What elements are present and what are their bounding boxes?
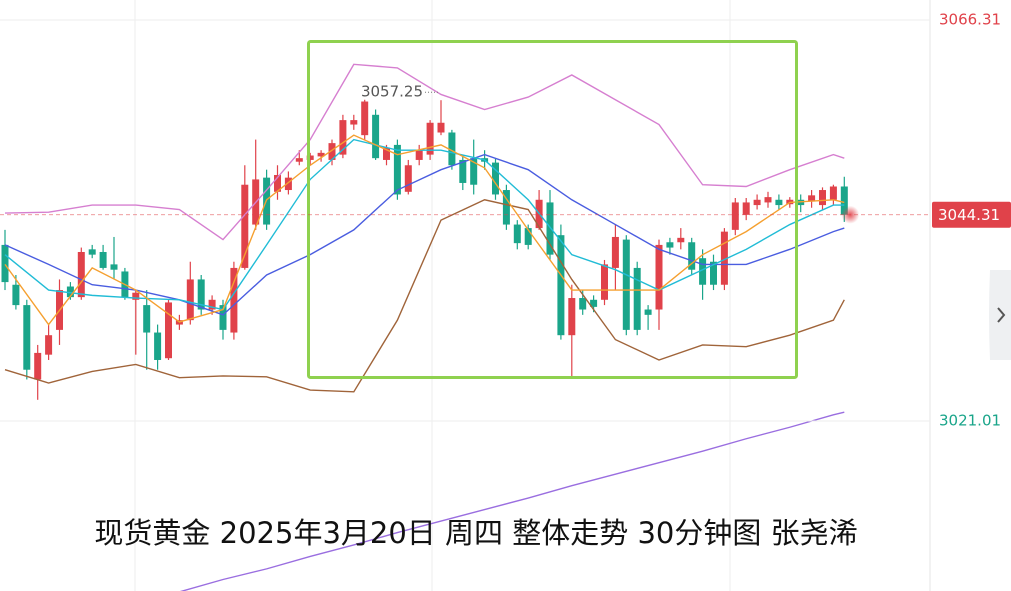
candle-body xyxy=(622,239,630,330)
indicator-line xyxy=(4,138,845,311)
plot xyxy=(1,63,848,591)
candle-body xyxy=(77,251,85,298)
candle-body xyxy=(502,190,510,225)
last-price-box xyxy=(932,201,1011,228)
indicator-line xyxy=(4,199,845,393)
candle-body xyxy=(764,197,772,203)
candle-body xyxy=(666,242,674,248)
candle-body xyxy=(154,332,162,360)
candle-body xyxy=(677,237,685,243)
candle-body xyxy=(23,305,31,370)
side-button[interactable] xyxy=(989,270,1011,360)
candle-body xyxy=(208,299,216,310)
candle-body xyxy=(328,143,336,160)
candle-body xyxy=(295,158,303,162)
candle-body xyxy=(819,190,826,206)
candle-body xyxy=(415,150,423,160)
candle-body xyxy=(579,298,587,310)
candle-body xyxy=(34,352,42,380)
candle-body xyxy=(317,152,325,157)
candle-body xyxy=(448,132,456,166)
candle-body xyxy=(524,228,532,245)
last-price-dot xyxy=(841,205,860,224)
candle-body xyxy=(306,155,314,160)
candle-body xyxy=(110,264,118,270)
y-tick-label: 3021.01 xyxy=(939,411,1001,429)
y-tick-label: 3066.31 xyxy=(939,11,1001,29)
highlight-box xyxy=(307,40,798,379)
side-button-icon[interactable] xyxy=(997,307,1006,323)
candle-body xyxy=(12,284,20,306)
indicator-line xyxy=(4,134,845,326)
candle-body xyxy=(459,159,467,183)
candle-body xyxy=(350,120,358,125)
candle-body xyxy=(186,279,194,321)
candle-body xyxy=(808,195,816,202)
candle-body xyxy=(513,224,521,244)
candle-body xyxy=(241,184,249,268)
candle-body xyxy=(99,251,107,268)
candle-body xyxy=(197,279,205,310)
caption: 现货黄金 2025年3月20日 周四 整体走势 30分钟图 张尧浠 xyxy=(94,516,857,550)
candle-body xyxy=(426,122,434,155)
candle-body xyxy=(753,199,761,206)
indicator-line xyxy=(179,411,845,591)
candle-body xyxy=(361,101,369,136)
candle-body xyxy=(339,120,347,155)
candle-body xyxy=(829,186,837,200)
candle-body xyxy=(688,242,696,270)
candle-body xyxy=(219,305,227,330)
candle-body xyxy=(601,264,608,300)
candle-body xyxy=(655,244,663,310)
candle-body xyxy=(284,177,292,191)
candle-body xyxy=(611,236,619,268)
candle-body xyxy=(633,267,641,330)
candle-body xyxy=(404,165,412,192)
candle-body xyxy=(644,309,652,315)
candle-body xyxy=(546,202,554,255)
candle-body xyxy=(1,244,9,283)
candle-body xyxy=(230,267,238,333)
candle-body xyxy=(88,249,96,255)
candle-body xyxy=(470,158,478,185)
candle-body xyxy=(66,286,74,298)
last-price-label: 3044.31 xyxy=(938,206,1000,224)
candle-body xyxy=(437,122,445,133)
candle-body xyxy=(568,298,576,336)
candle-body xyxy=(720,231,728,285)
candle-body xyxy=(274,174,281,192)
candle-body xyxy=(840,186,848,215)
candle-body xyxy=(775,199,783,206)
high-label: 3057.25 xyxy=(361,83,423,101)
indicator-line xyxy=(4,63,845,241)
candle-body xyxy=(45,335,53,355)
candle-body xyxy=(557,235,565,336)
candle-body xyxy=(742,202,750,215)
candle-body xyxy=(710,261,717,285)
candle-body xyxy=(731,202,739,230)
candle-body xyxy=(699,258,707,285)
candle-body xyxy=(383,147,390,160)
candle-body xyxy=(492,162,499,195)
candle-body xyxy=(143,305,151,333)
candle-body xyxy=(590,299,598,307)
candle-body xyxy=(132,292,140,300)
candle-body xyxy=(393,144,401,195)
indicator-line xyxy=(4,153,845,316)
candle-body xyxy=(165,302,172,359)
candle-body xyxy=(372,114,380,159)
